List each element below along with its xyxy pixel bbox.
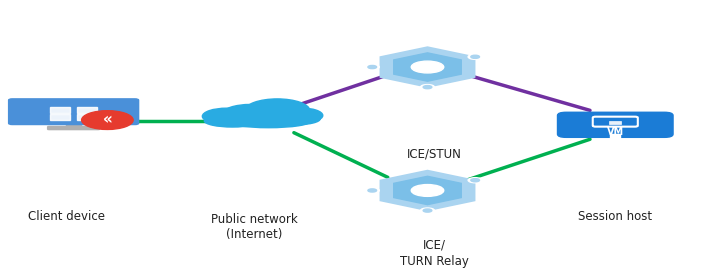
Text: ⬡: ⬡ — [609, 115, 621, 128]
Text: ICE/STUN: ICE/STUN — [407, 147, 462, 160]
Text: Session host: Session host — [579, 210, 652, 223]
FancyBboxPatch shape — [610, 134, 620, 138]
Text: «: « — [102, 112, 112, 127]
Text: ICE/
TURN Relay: ICE/ TURN Relay — [400, 239, 469, 268]
Circle shape — [368, 66, 376, 69]
Ellipse shape — [204, 115, 261, 127]
Circle shape — [420, 85, 434, 90]
Circle shape — [471, 55, 479, 58]
Circle shape — [468, 54, 482, 59]
FancyBboxPatch shape — [9, 99, 138, 125]
Text: Public network
(Internet): Public network (Internet) — [211, 213, 297, 241]
FancyBboxPatch shape — [558, 112, 673, 137]
FancyBboxPatch shape — [66, 123, 81, 128]
Text: VM: VM — [607, 127, 624, 137]
Circle shape — [468, 178, 482, 183]
Polygon shape — [394, 53, 461, 81]
Circle shape — [82, 111, 133, 129]
FancyBboxPatch shape — [50, 114, 70, 120]
Ellipse shape — [226, 115, 311, 128]
Circle shape — [423, 209, 432, 212]
Polygon shape — [381, 47, 474, 87]
Ellipse shape — [223, 104, 278, 123]
Ellipse shape — [202, 108, 251, 124]
FancyBboxPatch shape — [609, 121, 621, 124]
FancyBboxPatch shape — [48, 126, 99, 129]
Circle shape — [365, 188, 379, 193]
Polygon shape — [394, 176, 461, 205]
Circle shape — [368, 189, 376, 192]
Polygon shape — [381, 171, 474, 210]
Circle shape — [365, 64, 379, 70]
Circle shape — [423, 86, 432, 89]
Circle shape — [411, 61, 444, 73]
FancyBboxPatch shape — [593, 117, 638, 127]
Text: Client device: Client device — [28, 210, 105, 223]
FancyBboxPatch shape — [78, 107, 97, 113]
Ellipse shape — [275, 113, 320, 125]
Ellipse shape — [245, 99, 310, 122]
Ellipse shape — [279, 108, 323, 123]
FancyBboxPatch shape — [50, 107, 70, 113]
FancyBboxPatch shape — [78, 114, 97, 120]
Circle shape — [471, 179, 479, 182]
Circle shape — [420, 208, 434, 213]
Circle shape — [411, 185, 444, 196]
